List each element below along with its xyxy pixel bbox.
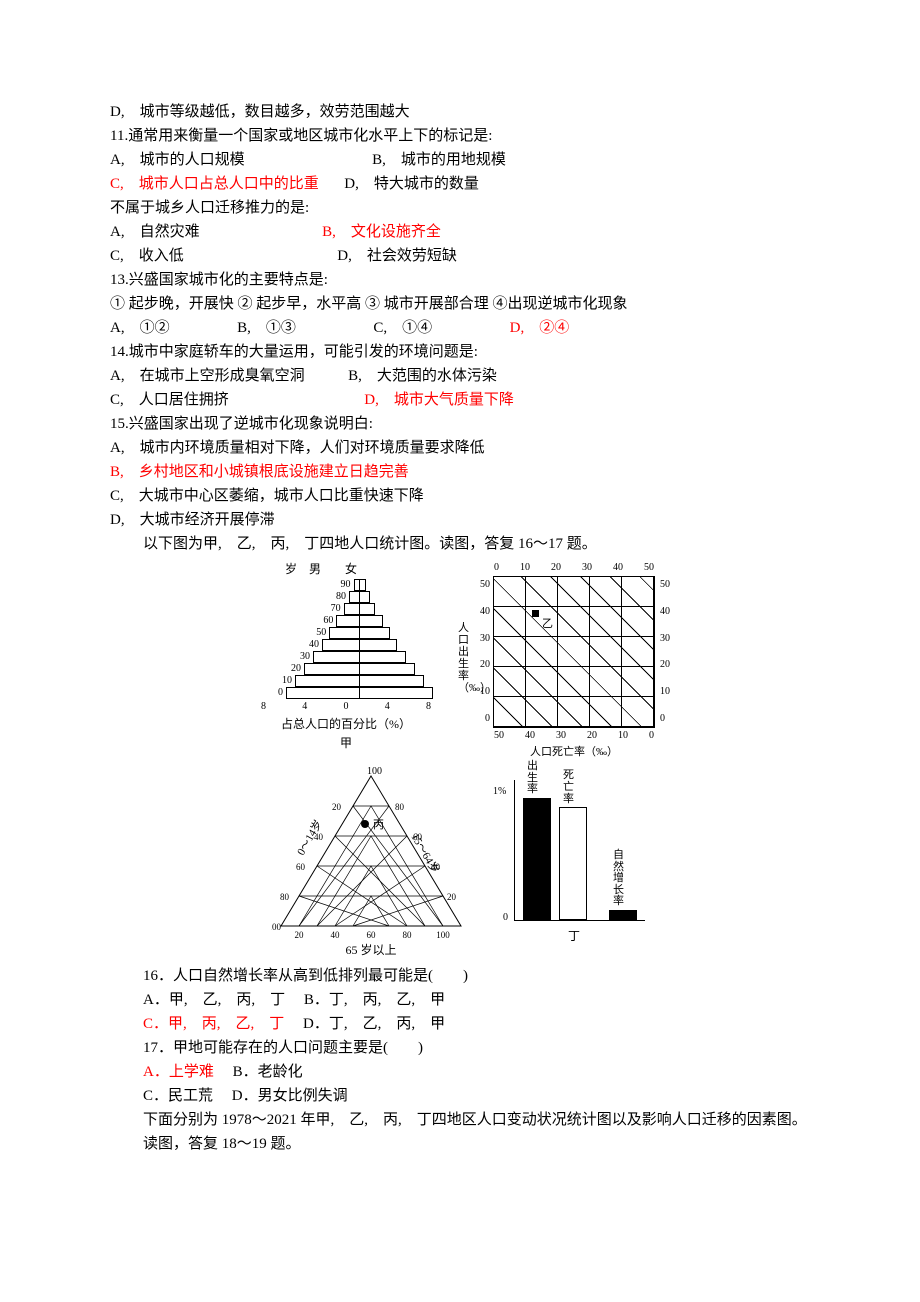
q12-stem: 不属于城乡人口迁移推力的是: <box>110 196 810 220</box>
q14-c: C, 人口居住拥挤 <box>110 392 229 408</box>
svg-text:80: 80 <box>395 802 405 812</box>
yi-point <box>532 610 539 617</box>
ding-plot: 1% 0 出生率死亡率自然增长率 <box>514 780 645 921</box>
svg-text:20: 20 <box>295 930 305 940</box>
chart-yi: 0 10 20 30 40 50 人口出生率（‰） 50 40 30 20 10… <box>469 560 679 762</box>
jia-xlabel: 占总人口的百分比（%） <box>241 715 451 734</box>
q15-d: D, 大城市经济开展停滞 <box>110 508 810 532</box>
q12-c: C, 收入低 <box>110 248 184 264</box>
q11-a: A, 城市的人口规模 <box>110 152 245 168</box>
fig2-intro: 下面分别为 1978～2021 年甲, 乙, 丙, 丁四地区人口变动状况统计图以… <box>110 1108 810 1156</box>
yi-plot: 人口出生率（‰） 50 40 30 20 10 0 50 40 30 20 10… <box>493 576 655 728</box>
svg-text:20: 20 <box>447 892 457 902</box>
q11-c: C, 城市人口占总人口中的比重 <box>110 176 319 192</box>
q16-a: A．甲, 乙, 丙, 丁 <box>143 992 285 1008</box>
svg-text:15～64岁: 15～64岁 <box>408 830 442 875</box>
q13-d: D, ②④ <box>510 320 570 336</box>
q11-row2: C, 城市人口占总人口中的比重 D, 特大城市的数量 <box>110 172 810 196</box>
q13-stem: 13.兴盛国家城市化的主要特点是: <box>110 268 810 292</box>
bing-point-label: 丙 <box>373 819 384 831</box>
q13-a: A, ①② <box>110 320 170 336</box>
q15-c: C, 大城市中心区萎缩，城市人口比重快速下降 <box>110 484 810 508</box>
q13-row: A, ①② B, ①③ C, ①④ D, ②④ <box>110 316 810 340</box>
q12-row1: A, 自然灾难 B, 文化设施齐全 <box>110 220 810 244</box>
ding-ytick: 1% <box>493 784 506 800</box>
figure-row-2: 丙 100 20 40 60 80 100 80 60 40 20 20 40 … <box>110 766 810 960</box>
chart-jia: 岁 男 女 9080706050403020100 8 4 0 4 8 占总人口… <box>241 560 451 762</box>
yi-xlabel: 人口死亡率（‰） <box>469 744 679 762</box>
q16-b: B．丁, 丙, 乙, 甲 <box>304 992 445 1008</box>
q12-row2: C, 收入低 D, 社会效劳短缺 <box>110 244 810 268</box>
q15-b: B, 乡村地区和小城镇根底设施建立日趋完善 <box>110 460 810 484</box>
q16-d: D．丁, 乙, 丙, 甲 <box>303 1016 445 1032</box>
bing-bottom-label: 65 岁以上 <box>266 941 476 960</box>
fig-intro: 以下图为甲, 乙, 丙, 丁四地人口统计图。读图，答复 16～17 题。 <box>110 532 810 556</box>
q16-row1: A．甲, 乙, 丙, 丁 B．丁, 丙, 乙, 甲 <box>110 988 810 1012</box>
q13-opts: ① 起步晚，开展快 ② 起步早，水平高 ③ 城市开展部合理 ④出现逆城市化现象 <box>110 292 810 316</box>
jia-xaxis: 8 4 0 4 8 <box>241 699 451 715</box>
q17-row2: C．民工荒 D．男女比例失调 <box>110 1084 810 1108</box>
q17-stem: 17．甲地可能存在的人口问题主要是( ) <box>110 1036 810 1060</box>
q16-c: C．甲, 丙, 乙, 丁 <box>143 1016 284 1032</box>
q14-row1: A, 在城市上空形成臭氧空洞 B, 大范围的水体污染 <box>110 364 810 388</box>
svg-text:60: 60 <box>296 862 306 872</box>
bing-svg: 丙 100 20 40 60 80 100 80 60 40 20 20 40 … <box>271 766 471 941</box>
q16-stem: 16．人口自然增长率从高到低排列最可能是( ) <box>110 964 810 988</box>
svg-text:100: 100 <box>367 766 382 777</box>
jia-name: 甲 <box>241 734 451 753</box>
svg-text:80: 80 <box>280 892 290 902</box>
q11-stem: 11.通常用来衡量一个国家或地区城市化水平上下的标记是: <box>110 124 810 148</box>
q10-d: D, 城市等级越低，数目越多，效劳范围越大 <box>110 100 810 124</box>
ding-zero: 0 <box>503 910 508 926</box>
q11-row1: A, 城市的人口规模 B, 城市的用地规模 <box>110 148 810 172</box>
q12-a: A, 自然灾难 <box>110 224 200 240</box>
figure-row-1: 岁 男 女 9080706050403020100 8 4 0 4 8 占总人口… <box>110 560 810 762</box>
q16-row2: C．甲, 丙, 乙, 丁 D．丁, 乙, 丙, 甲 <box>110 1012 810 1036</box>
q17-a: A．上学难 <box>143 1064 214 1080</box>
q17-c: C．民工荒 <box>143 1088 213 1104</box>
ding-name: 丁 <box>494 927 654 946</box>
q17-d: D．男女比例失调 <box>232 1088 348 1104</box>
chart-ding: 1% 0 出生率死亡率自然增长率 丁 <box>494 766 654 960</box>
q17-row1: A．上学难 B．老龄化 <box>110 1060 810 1084</box>
q14-a: A, 在城市上空形成臭氧空洞 <box>110 368 305 384</box>
q11-b: B, 城市的用地规模 <box>372 152 506 168</box>
svg-text:20: 20 <box>332 802 342 812</box>
chart-bing: 丙 100 20 40 60 80 100 80 60 40 20 20 40 … <box>266 766 476 960</box>
q12-b: B, 文化设施齐全 <box>322 224 441 240</box>
q15-stem: 15.兴盛国家出现了逆城市化现象说明白: <box>110 412 810 436</box>
q13-c: C, ①④ <box>373 320 432 336</box>
yi-point-label: 乙 <box>542 616 553 634</box>
q17-b: B．老龄化 <box>233 1064 303 1080</box>
q14-row2: C, 人口居住拥挤 D, 城市大气质量下降 <box>110 388 810 412</box>
yi-ylabel: 人口出生率（‰） <box>458 622 470 695</box>
svg-text:100: 100 <box>436 930 450 940</box>
q14-stem: 14.城市中家庭轿车的大量运用，可能引发的环境问题是: <box>110 340 810 364</box>
q14-d: D, 城市大气质量下降 <box>364 392 514 408</box>
q11-d: D, 特大城市的数量 <box>344 176 479 192</box>
page: D, 城市等级越低，数目越多，效劳范围越大 11.通常用来衡量一个国家或地区城市… <box>0 0 920 1302</box>
svg-text:100: 100 <box>271 922 282 932</box>
q13-b: B, ①③ <box>237 320 296 336</box>
q15-a: A, 城市内环境质量相对下降，人们对环境质量要求降低 <box>110 436 810 460</box>
q12-d: D, 社会效劳短缺 <box>337 248 457 264</box>
svg-text:60: 60 <box>367 930 377 940</box>
q14-b: B, 大范围的水体污染 <box>348 368 497 384</box>
svg-text:80: 80 <box>403 930 413 940</box>
svg-text:40: 40 <box>331 930 341 940</box>
